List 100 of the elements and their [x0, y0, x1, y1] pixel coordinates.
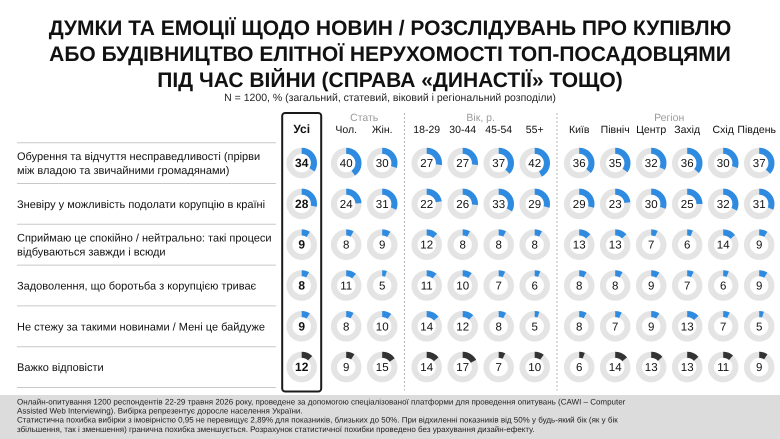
data-label: 7 — [612, 321, 618, 334]
data-label: 9 — [756, 240, 762, 252]
data-label: 8 — [495, 321, 502, 334]
x-tick-label: Південь — [737, 124, 777, 136]
x-tick-label: Київ — [568, 124, 590, 136]
data-label: 6 — [531, 280, 538, 292]
data-label: 17 — [456, 362, 470, 374]
x-tick-label: 30-44 — [449, 124, 476, 136]
x-tick-label: Центр — [636, 124, 666, 136]
data-label: 10 — [528, 362, 542, 374]
data-label: 5 — [756, 321, 762, 334]
x-tick-label: 45-54 — [485, 124, 512, 136]
data-label: 10 — [376, 321, 389, 334]
data-label: 33 — [492, 198, 506, 211]
data-label: 14 — [716, 240, 730, 252]
y-tick-label: Важко відповісти — [17, 362, 104, 374]
data-label: 11 — [717, 362, 730, 374]
data-label: 8 — [576, 321, 582, 334]
text: Статистична похибка вибірки з імовірністю 0,95 не перевищує 2,89% для показників, близьких до 50%. При відхиленні показників від 50% у будь-який бік (як у бік збільшення, так і зменшення) гранична похибка зменшується. Розрахунок статистичної похибки проведено без урахування дизайн-ефекту. — [17, 416, 618, 434]
data-label: 9 — [756, 280, 762, 292]
data-label: 11 — [340, 280, 352, 292]
data-label: 13 — [680, 321, 694, 334]
x-tick-label: Жін. — [372, 124, 393, 136]
data-label: 8 — [298, 278, 306, 292]
data-label: 7 — [720, 321, 726, 334]
data-label: 9 — [298, 238, 306, 252]
data-label: 30 — [716, 158, 730, 170]
data-label: 15 — [376, 362, 389, 374]
x-tick-label: Усі — [293, 122, 310, 136]
x-tick-label: Захід — [674, 124, 700, 136]
x-tick-label: Північ — [600, 124, 630, 136]
data-label: 12 — [295, 360, 309, 374]
data-label: 8 — [342, 321, 350, 334]
data-label: 32 — [644, 158, 658, 170]
data-label: 5 — [531, 321, 538, 334]
y-tick-label: Обурення та відчуття несправедливості (прірви між владою та звичайними громадянами) — [17, 151, 260, 178]
data-label: 14 — [608, 362, 622, 374]
data-label: 40 — [340, 158, 353, 170]
data-label: 14 — [420, 321, 434, 334]
y-tick-label: Не стежу за такими новинами / Мені це байдуже — [17, 321, 265, 334]
data-label: 8 — [531, 240, 538, 252]
data-label: 5 — [378, 280, 386, 292]
data-label: 22 — [420, 198, 434, 211]
data-label: 9 — [648, 321, 654, 334]
x-tick-label: 55+ — [526, 124, 544, 136]
data-label: 13 — [572, 240, 586, 252]
data-label: 8 — [495, 240, 502, 252]
data-label: 13 — [644, 362, 658, 374]
data-label: 9 — [756, 362, 762, 374]
data-label: 9 — [378, 240, 386, 252]
data-label: 7 — [648, 240, 654, 252]
data-label: 37 — [752, 158, 766, 170]
data-label: 9 — [648, 280, 654, 292]
data-label: 42 — [528, 158, 542, 170]
data-label: 7 — [495, 280, 502, 292]
data-label: 36 — [572, 158, 586, 170]
data-label: 24 — [340, 198, 354, 211]
y-tick-label: Зневіру у можливість подолати корупцію в країні — [17, 198, 266, 211]
data-label: 32 — [716, 198, 730, 211]
data-label: 35 — [608, 158, 622, 170]
data-label: 30 — [644, 198, 658, 211]
y-tick-label: Сприймаю це спокійно / нейтрально: такі процеси відбуваються завжди і всюди — [17, 232, 272, 259]
data-label: 13 — [680, 362, 694, 374]
data-label: 14 — [420, 362, 434, 374]
x-tick-label: 18-29 — [413, 124, 440, 136]
annotation: Вік, р. — [466, 112, 495, 124]
data-label: 8 — [576, 280, 582, 292]
text: Онлайн-опитування 1200 респондентів 22-29 травня 2026 року, проведене за допомогою спеціалізованої платформи для проведення опитувань (CAWI – Computer Assisted Web Interviewing). Вибірка репрезентує доросле населення України. — [17, 398, 626, 416]
y-tick-label: Задоволення, що боротьба з корупцією триває — [17, 280, 257, 292]
data-label: 13 — [608, 240, 622, 252]
data-label: 23 — [608, 198, 622, 211]
data-label: 26 — [456, 198, 470, 211]
data-label: 12 — [456, 321, 470, 334]
data-label: 8 — [342, 240, 350, 252]
annotation: Стать — [350, 112, 379, 124]
data-label: 8 — [459, 240, 466, 252]
data-label: 31 — [752, 198, 766, 211]
data-label: 11 — [420, 280, 433, 292]
chart-subtitle: N = 1200, % (загальний, статевий, віковий і регіональний розподіли) — [224, 92, 556, 104]
data-label: 7 — [684, 280, 690, 292]
data-label: 12 — [420, 240, 434, 252]
data-label: 28 — [295, 196, 309, 211]
data-label: 31 — [376, 198, 389, 211]
data-label: 29 — [572, 198, 586, 211]
data-label: 36 — [680, 158, 694, 170]
data-label: 6 — [576, 362, 582, 374]
data-label: 9 — [342, 362, 350, 374]
x-tick-label: Схід — [712, 124, 734, 136]
data-label: 6 — [720, 280, 726, 292]
data-label: 25 — [680, 198, 694, 211]
data-label: 30 — [376, 158, 389, 170]
data-label: 6 — [684, 240, 690, 252]
data-label: 29 — [528, 198, 542, 211]
data-label: 10 — [456, 280, 470, 292]
data-label: 9 — [298, 319, 306, 334]
data-label: 27 — [456, 158, 470, 170]
x-tick-label: Чол. — [335, 124, 358, 136]
data-label: 34 — [295, 156, 309, 170]
annotation: Регіон — [654, 112, 684, 124]
data-label: 7 — [495, 362, 502, 374]
